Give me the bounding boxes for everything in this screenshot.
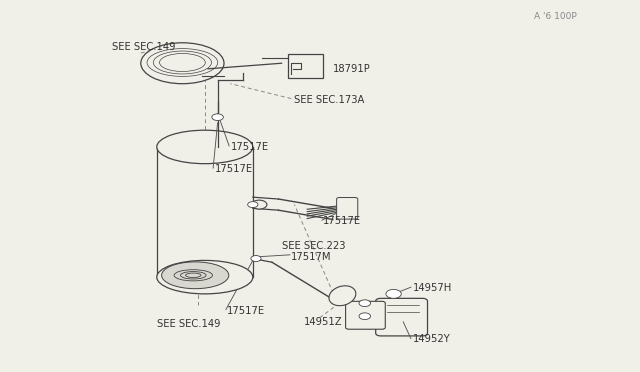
FancyBboxPatch shape bbox=[376, 298, 428, 336]
Circle shape bbox=[359, 300, 371, 307]
Text: 17517E: 17517E bbox=[323, 217, 362, 226]
Ellipse shape bbox=[141, 43, 224, 84]
Ellipse shape bbox=[157, 130, 253, 164]
Text: SEE SEC.149: SEE SEC.149 bbox=[112, 42, 175, 51]
Text: 17517E: 17517E bbox=[227, 306, 266, 315]
Ellipse shape bbox=[157, 260, 253, 294]
Circle shape bbox=[212, 114, 223, 121]
Text: 17517E: 17517E bbox=[214, 164, 253, 174]
Text: 17517M: 17517M bbox=[291, 252, 332, 262]
Circle shape bbox=[248, 202, 258, 208]
Ellipse shape bbox=[161, 262, 229, 289]
Text: 17517E: 17517E bbox=[230, 142, 269, 152]
Text: SEE SEC.149: SEE SEC.149 bbox=[157, 319, 220, 328]
Ellipse shape bbox=[329, 286, 356, 306]
Text: 18791P: 18791P bbox=[333, 64, 371, 74]
Text: A '6 100P: A '6 100P bbox=[534, 12, 577, 21]
Text: SEE SEC.173A: SEE SEC.173A bbox=[294, 96, 365, 105]
Circle shape bbox=[359, 313, 371, 320]
Text: 14957H: 14957H bbox=[413, 283, 452, 293]
Text: 14952Y: 14952Y bbox=[413, 334, 451, 343]
Circle shape bbox=[386, 289, 401, 298]
Text: SEE SEC.223: SEE SEC.223 bbox=[282, 241, 345, 250]
Circle shape bbox=[251, 256, 261, 262]
FancyBboxPatch shape bbox=[337, 198, 358, 219]
Bar bbox=[288, 54, 323, 78]
FancyBboxPatch shape bbox=[346, 301, 385, 329]
Text: 14951Z: 14951Z bbox=[304, 317, 342, 327]
Circle shape bbox=[252, 200, 267, 209]
